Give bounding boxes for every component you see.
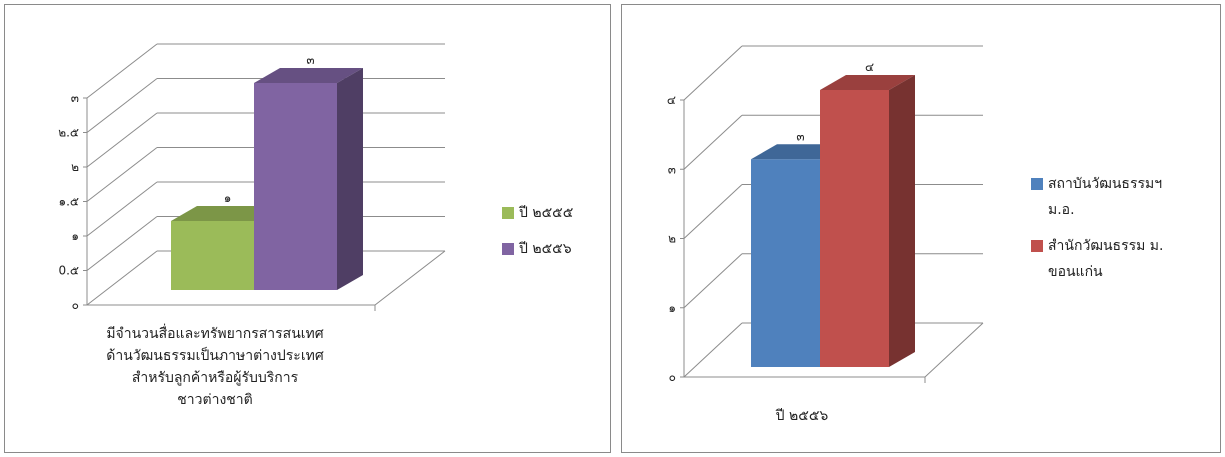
chart-panel-left: ๐ 0.๕ ๑ ๑.๕ ๒ ๒.๕ ๓๑ ๓ มีจำนวนสื่อและทรัพยากรสา… xyxy=(4,4,611,453)
legend-item: สำนักวัฒนธรรม ม. ขอนแก่น xyxy=(1031,233,1211,285)
gridline-depth xyxy=(87,148,157,202)
y-tick-label: ๒ xyxy=(71,160,79,174)
legend-label-line: สถาบันวัฒนธรรมฯ xyxy=(1048,176,1162,192)
bar-side xyxy=(889,75,915,367)
gridline-depth xyxy=(684,46,742,100)
legend-label: สถาบันวัฒนธรรมฯ ม.อ. xyxy=(1048,171,1162,223)
legend-label: สำนักวัฒนธรรม ม. ขอนแก่น xyxy=(1048,233,1163,285)
legend-left: ปี ๒๕๕๕ ปี ๒๕๕๖ xyxy=(502,200,573,272)
gridline-depth xyxy=(684,323,742,377)
gridline-depth xyxy=(87,113,157,167)
category-label-line: ปี ๒๕๕๖ xyxy=(722,405,882,427)
chart-panel-right: ๐ ๑ ๒ ๓ ๔๓ ๔ ปี ๒๕๕๖ สถาบันวัฒนธรรมฯ ม.อ. สำน… xyxy=(621,4,1221,453)
y-tick-label: ๑ xyxy=(668,301,676,315)
y-tick-label: ๑ xyxy=(71,229,79,243)
legend-item: ปี ๒๕๕๕ xyxy=(502,200,573,226)
y-tick-label: ๔ xyxy=(667,93,676,107)
y-tick-label: ๐ xyxy=(72,298,79,312)
legend-item: สถาบันวัฒนธรรมฯ ม.อ. xyxy=(1031,171,1211,223)
legend-label-line: สำนักวัฒนธรรม ม. xyxy=(1048,238,1163,254)
category-label-line: ชาวต่างชาติ xyxy=(65,389,365,411)
data-label: ๓ xyxy=(796,129,804,143)
gridline-depth xyxy=(87,182,157,236)
category-label-right: ปี ๒๕๕๖ xyxy=(722,405,882,427)
y-tick-label: ๓ xyxy=(668,162,676,176)
bar-front xyxy=(254,83,337,290)
legend-swatch xyxy=(1031,178,1043,190)
gridline-depth xyxy=(87,251,157,305)
legend-item: ปี ๒๕๕๖ xyxy=(502,236,573,262)
legend-label-line: ขอนแก่น xyxy=(1048,264,1103,280)
data-label: ๓ xyxy=(306,53,314,67)
legend-label-line: ม.อ. xyxy=(1048,202,1075,218)
bar-front xyxy=(171,221,254,290)
category-label-line: สำหรับลูกค้าหรือผู้รับบริการ xyxy=(65,367,365,389)
category-label-left: มีจำนวนสื่อและทรัพยากรสารสนเทศ ด้านวัฒนธ… xyxy=(65,323,365,411)
y-tick-label: 0.๕ xyxy=(58,264,79,278)
y-tick-label: ๒.๕ xyxy=(58,126,79,140)
gridline-depth xyxy=(87,79,157,133)
legend-right: สถาบันวัฒนธรรมฯ ม.อ. สำนักวัฒนธรรม ม. ขอ… xyxy=(1031,171,1211,295)
gridline-depth xyxy=(684,115,742,169)
gridline-depth xyxy=(87,217,157,271)
y-tick-label: ๐ xyxy=(669,370,676,384)
y-tick-label: ๓ xyxy=(71,91,79,105)
category-label-line: มีจำนวนสื่อและทรัพยากรสารสนเทศ xyxy=(65,323,365,345)
bar-front xyxy=(751,159,820,367)
legend-swatch xyxy=(502,207,514,219)
bar-side xyxy=(337,68,363,290)
legend-swatch xyxy=(502,243,514,255)
data-label: ๔ xyxy=(865,60,874,74)
legend-label: ปี ๒๕๕๖ xyxy=(519,236,572,262)
gridline-depth xyxy=(684,185,742,239)
y-tick-label: ๒ xyxy=(668,232,676,246)
legend-swatch xyxy=(1031,240,1043,252)
legend-label: ปี ๒๕๕๕ xyxy=(519,200,573,226)
gridline-depth xyxy=(87,44,157,98)
bar-front xyxy=(820,90,889,367)
gridline-depth xyxy=(684,254,742,308)
data-label: ๑ xyxy=(224,191,232,205)
category-label-line: ด้านวัฒนธรรมเป็นภาษาต่างประเทศ xyxy=(65,345,365,367)
y-tick-label: ๑.๕ xyxy=(58,195,79,209)
